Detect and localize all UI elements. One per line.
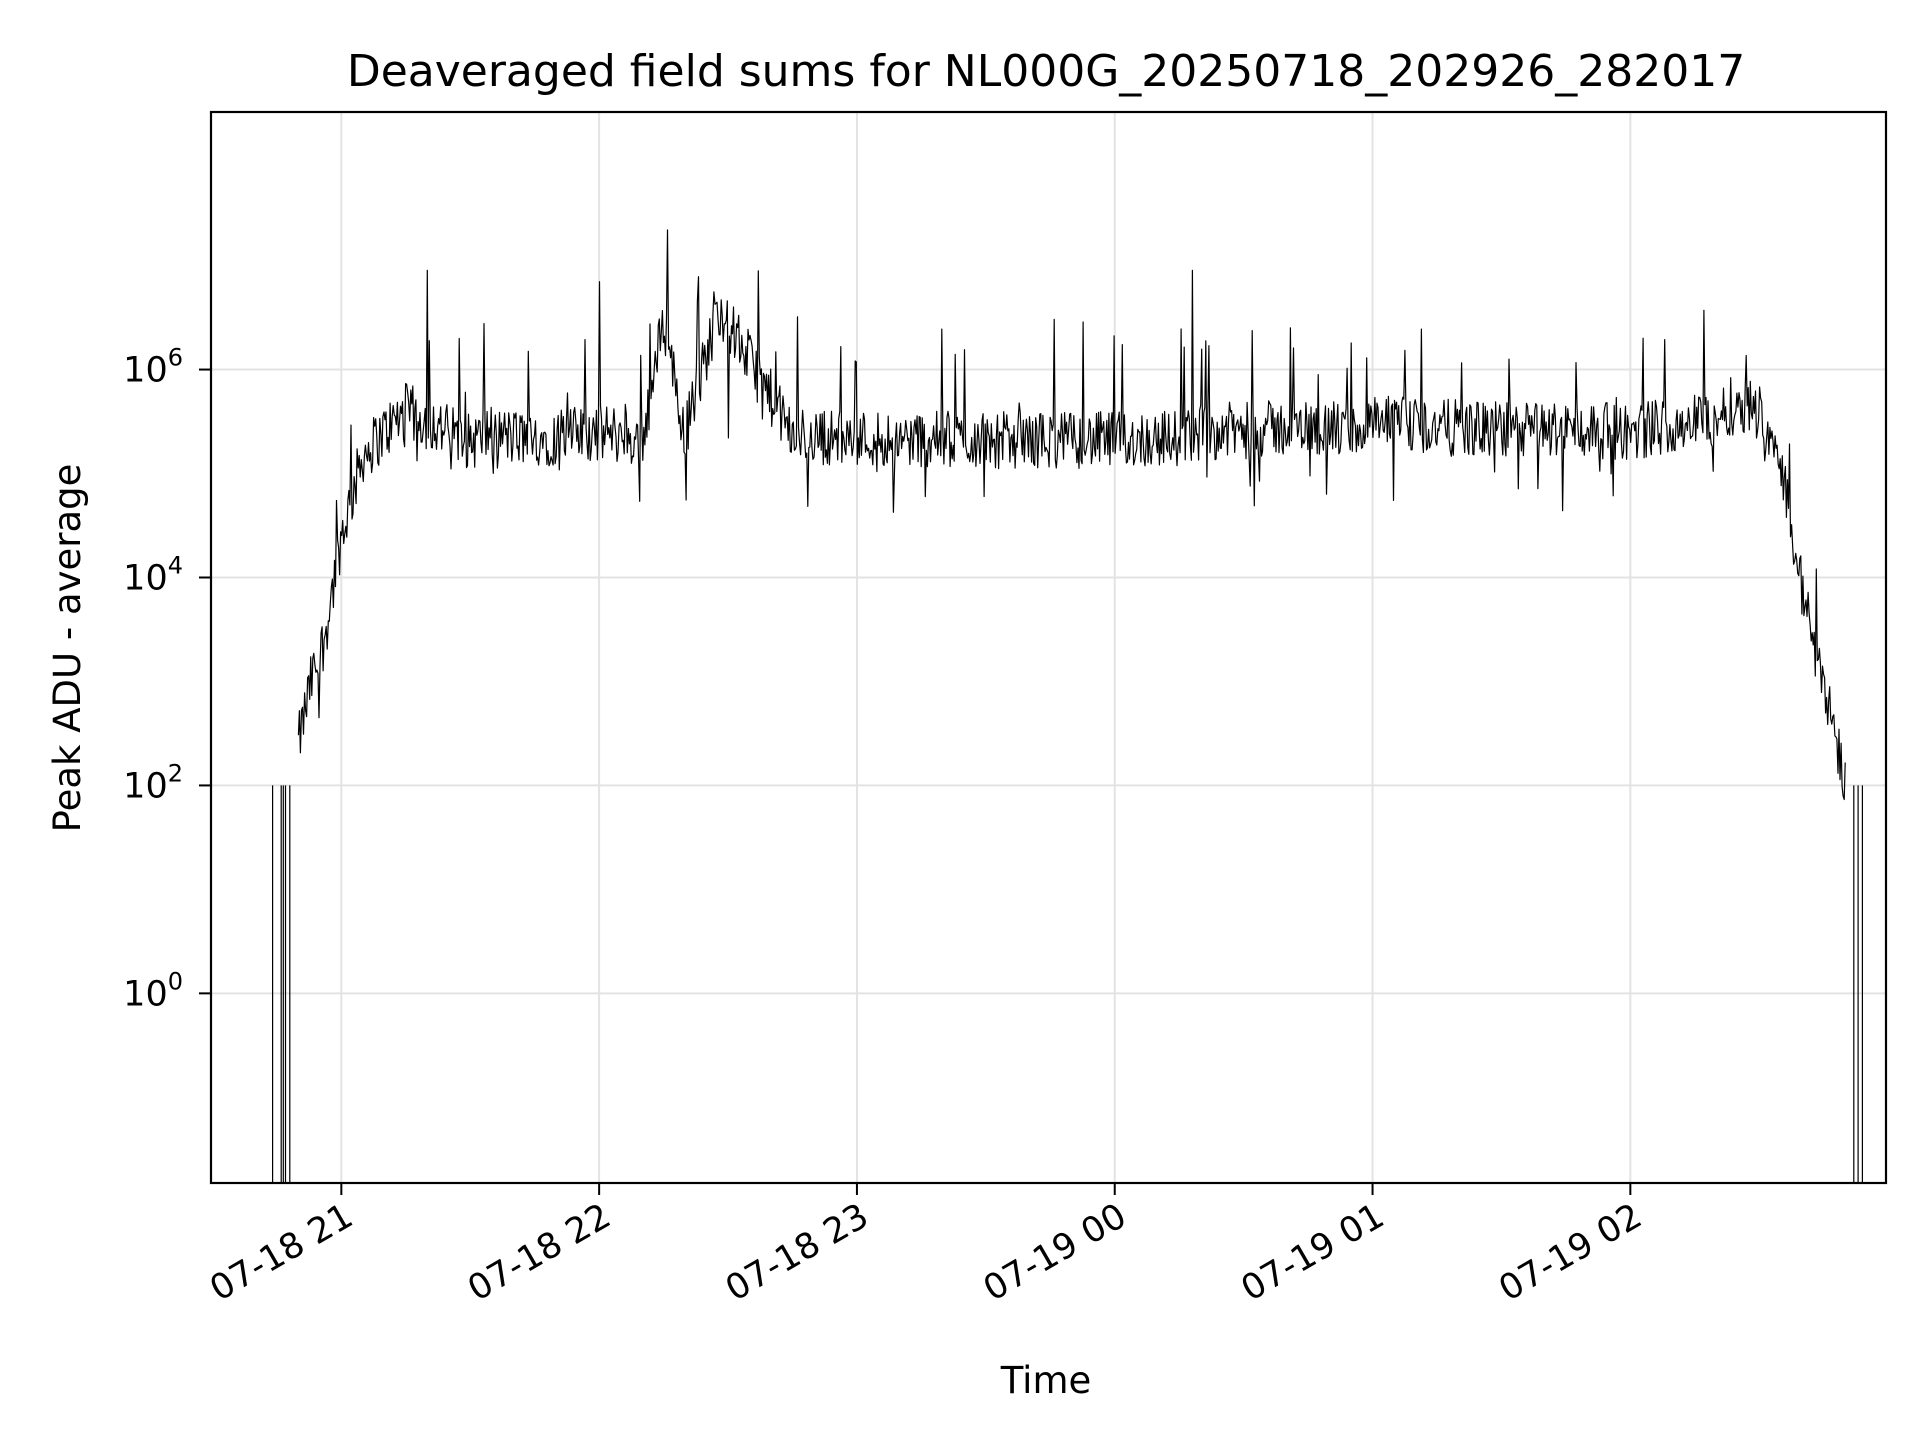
y-tick-label: 100 <box>123 967 183 1014</box>
chart-title: Deaveraged field sums for NL000G_2025071… <box>347 46 1745 97</box>
x-axis-label: Time <box>1000 1359 1092 1402</box>
y-axis-ticks: 100 102 104 106 <box>123 344 211 1014</box>
y-tick-label: 102 <box>123 759 183 806</box>
series-line <box>272 229 1863 1183</box>
y-axis-label: Peak ADU - average <box>46 464 89 833</box>
x-tick-label: 07-18 21 <box>204 1196 360 1309</box>
x-tick-label: 07-18 23 <box>719 1196 875 1309</box>
axes-frame <box>209 110 1888 1185</box>
y-tick-label: 106 <box>123 344 183 391</box>
y-tick-label: 104 <box>123 551 183 598</box>
plot-area <box>272 229 1863 1183</box>
x-tick-label: 07-19 00 <box>977 1196 1133 1309</box>
x-axis-ticks: 07-18 21 07-18 22 07-18 23 07-19 00 07-19 01… <box>204 1183 1649 1309</box>
x-tick-label: 07-19 02 <box>1493 1196 1649 1309</box>
grid-layer <box>211 112 1886 1183</box>
x-tick-label: 07-19 01 <box>1235 1196 1391 1309</box>
x-tick-label: 07-18 22 <box>461 1196 617 1309</box>
